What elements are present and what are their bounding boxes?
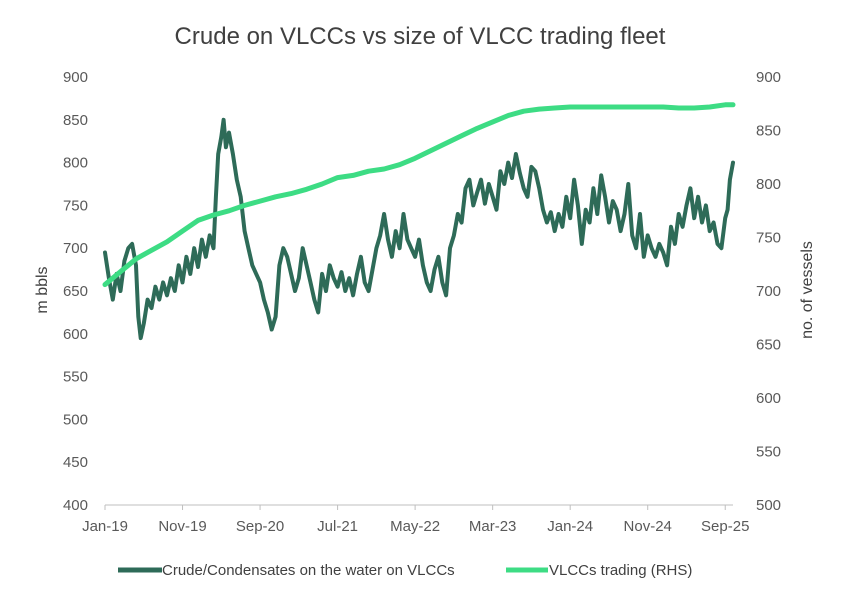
x-tick-label: Jan-19 — [82, 518, 128, 535]
left-tick-label: 650 — [63, 283, 88, 300]
x-axis-ticks: Jan-19 Nov-19 Sep-20 Jul-21 May-22 Mar-23 Jan-… — [82, 505, 749, 535]
x-tick-label: Sep-20 — [236, 518, 284, 535]
x-tick-label: Sep-25 — [701, 518, 749, 535]
right-tick-label: 700 — [756, 283, 781, 300]
x-tick-label: Jan-24 — [547, 518, 593, 535]
x-tick-label: Mar-23 — [469, 518, 517, 535]
right-axis-label: no. of vessels — [799, 241, 816, 339]
right-tick-label: 500 — [756, 497, 781, 514]
right-tick-label: 750 — [756, 230, 781, 247]
left-tick-label: 450 — [63, 454, 88, 471]
series-line-vlcc — [102, 102, 736, 288]
left-tick-label: 500 — [63, 411, 88, 428]
left-tick-label: 800 — [63, 155, 88, 172]
right-tick-label: 800 — [756, 176, 781, 193]
x-tick-label: Nov-24 — [624, 518, 672, 535]
legend-label-crude: Crude/Condensates on the water on VLCCs — [162, 562, 455, 579]
right-tick-label: 600 — [756, 390, 781, 407]
left-tick-label: 700 — [63, 240, 88, 257]
left-tick-label: 900 — [63, 69, 88, 86]
right-tick-label: 650 — [756, 337, 781, 354]
left-tick-label: 550 — [63, 369, 88, 386]
left-tick-label: 850 — [63, 112, 88, 129]
left-tick-label: 750 — [63, 197, 88, 214]
x-tick-label: Jul-21 — [317, 518, 358, 535]
series-layer — [102, 102, 736, 341]
legend-label-vlcc: VLCCs trading (RHS) — [549, 562, 692, 579]
right-axis-tick-labels: 500 550 600 650 700 750 800 850 900 — [756, 69, 781, 514]
left-tick-label: 600 — [63, 326, 88, 343]
series-line-crude — [103, 117, 735, 341]
chart-title: Crude on VLCCs vs size of VLCC trading f… — [175, 23, 666, 50]
left-axis-label: m bbls — [34, 266, 51, 313]
right-tick-label: 550 — [756, 444, 781, 461]
x-tick-label: May-22 — [390, 518, 440, 535]
left-axis-tick-labels: 400 450 500 550 600 650 700 750 800 850 900 — [63, 69, 88, 514]
x-tick-label: Nov-19 — [158, 518, 206, 535]
legend: Crude/Condensates on the water on VLCCs … — [118, 562, 692, 579]
left-tick-label: 400 — [63, 497, 88, 514]
right-tick-label: 850 — [756, 123, 781, 140]
right-tick-label: 900 — [756, 69, 781, 86]
